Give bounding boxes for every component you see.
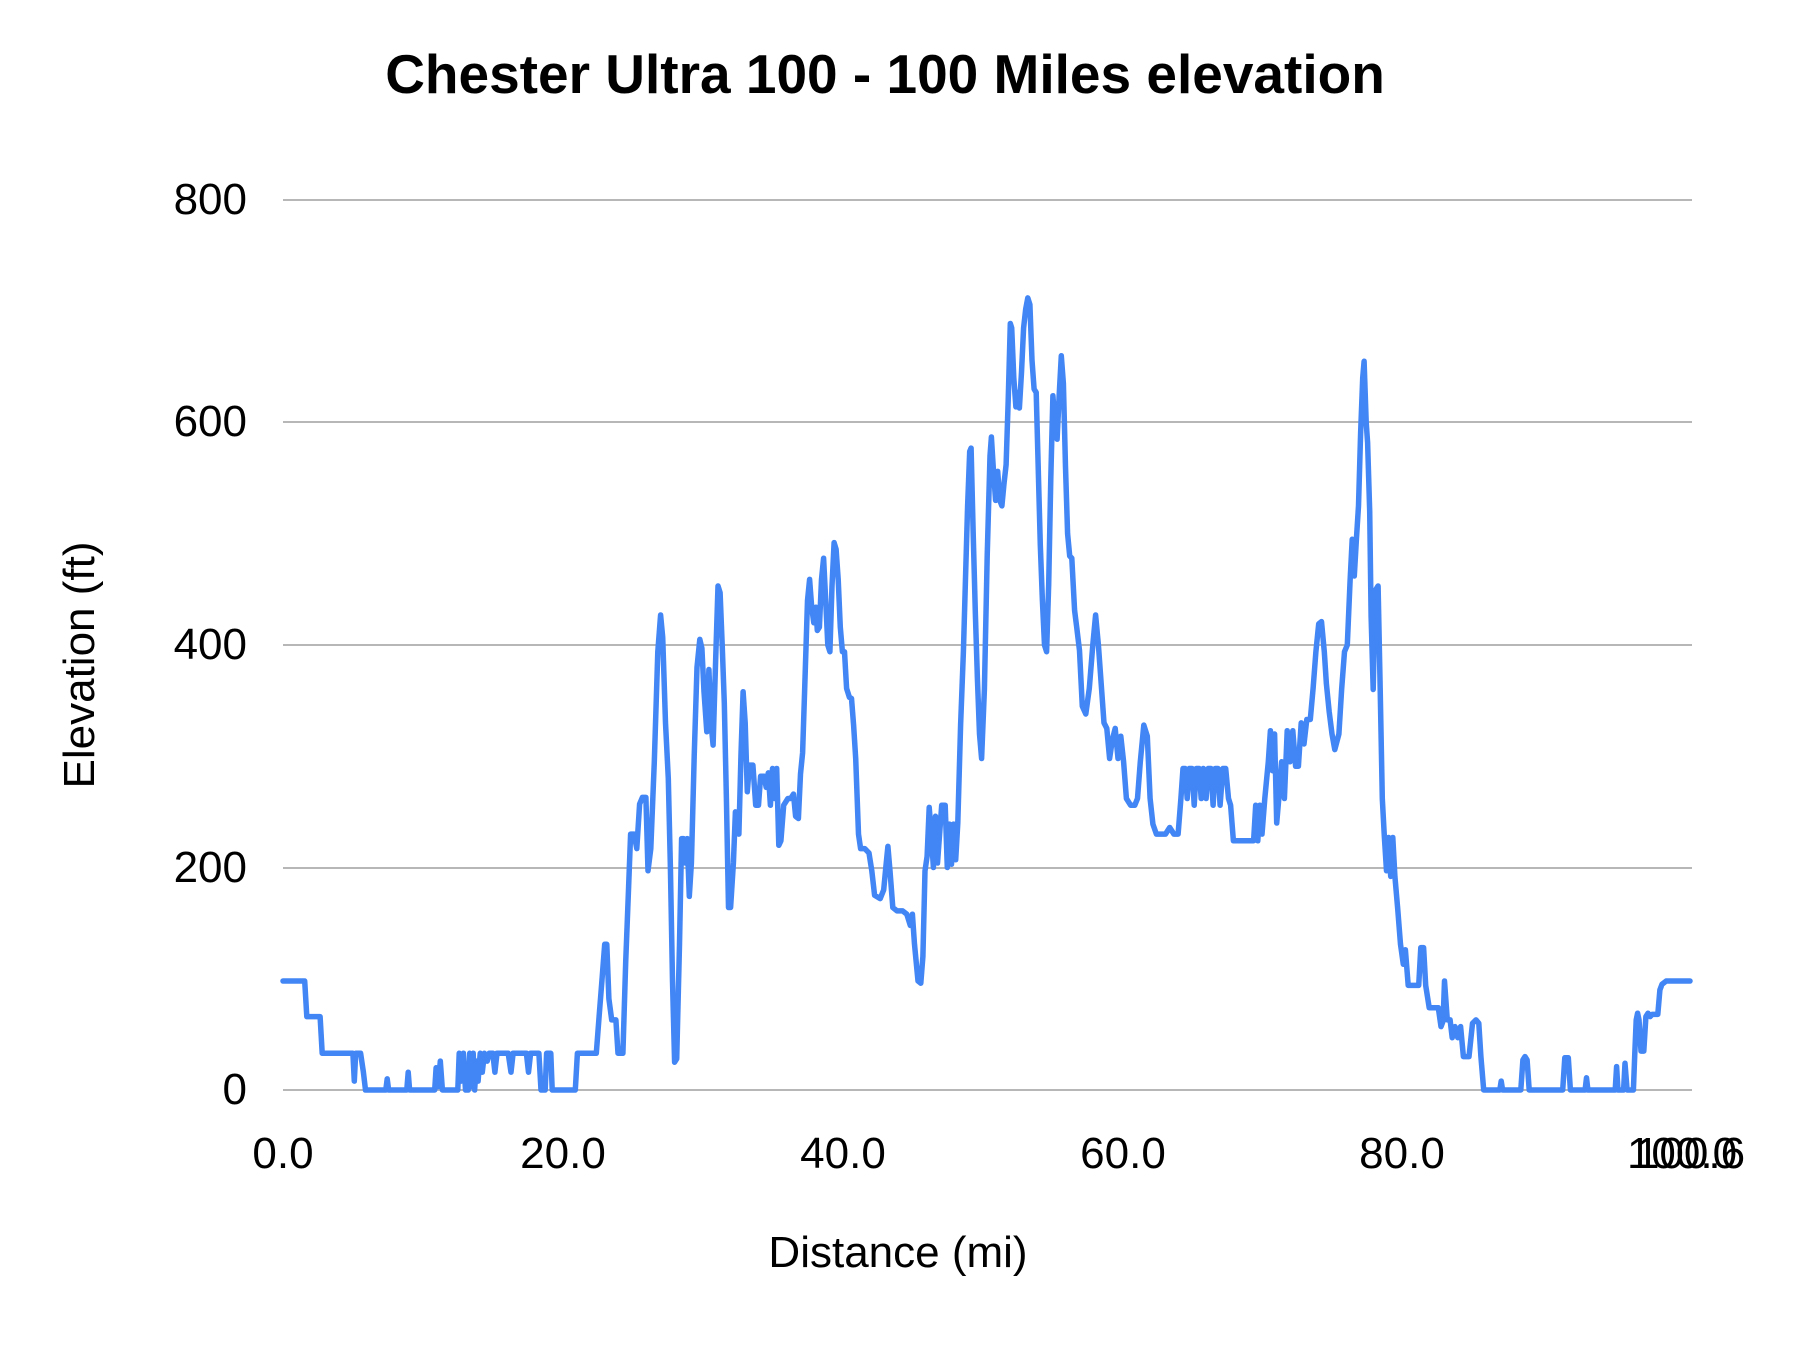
y-tick-label: 400 bbox=[173, 620, 247, 669]
x-tick-label: 0.0 bbox=[252, 1129, 314, 1178]
x-tick-label: 40.0 bbox=[800, 1129, 886, 1178]
elevation-line bbox=[280, 295, 1693, 1093]
chart-title: Chester Ultra 100 - 100 Miles elevation bbox=[385, 43, 1385, 105]
x-tick-label: 60.0 bbox=[1080, 1129, 1166, 1178]
y-tick-label: 0 bbox=[222, 1065, 247, 1114]
y-tick-label: 800 bbox=[173, 175, 247, 224]
y-tick-label: 600 bbox=[173, 397, 247, 446]
x-tick-label: 20.0 bbox=[520, 1129, 606, 1178]
x-axis-title: Distance (mi) bbox=[768, 1228, 1028, 1277]
x-tick-label: 100.0 bbox=[1626, 1129, 1738, 1178]
x-end-tick-label: 100.6 bbox=[1634, 1129, 1746, 1178]
y-tick-label: 200 bbox=[173, 843, 247, 892]
x-tick-label: 80.0 bbox=[1359, 1129, 1445, 1178]
